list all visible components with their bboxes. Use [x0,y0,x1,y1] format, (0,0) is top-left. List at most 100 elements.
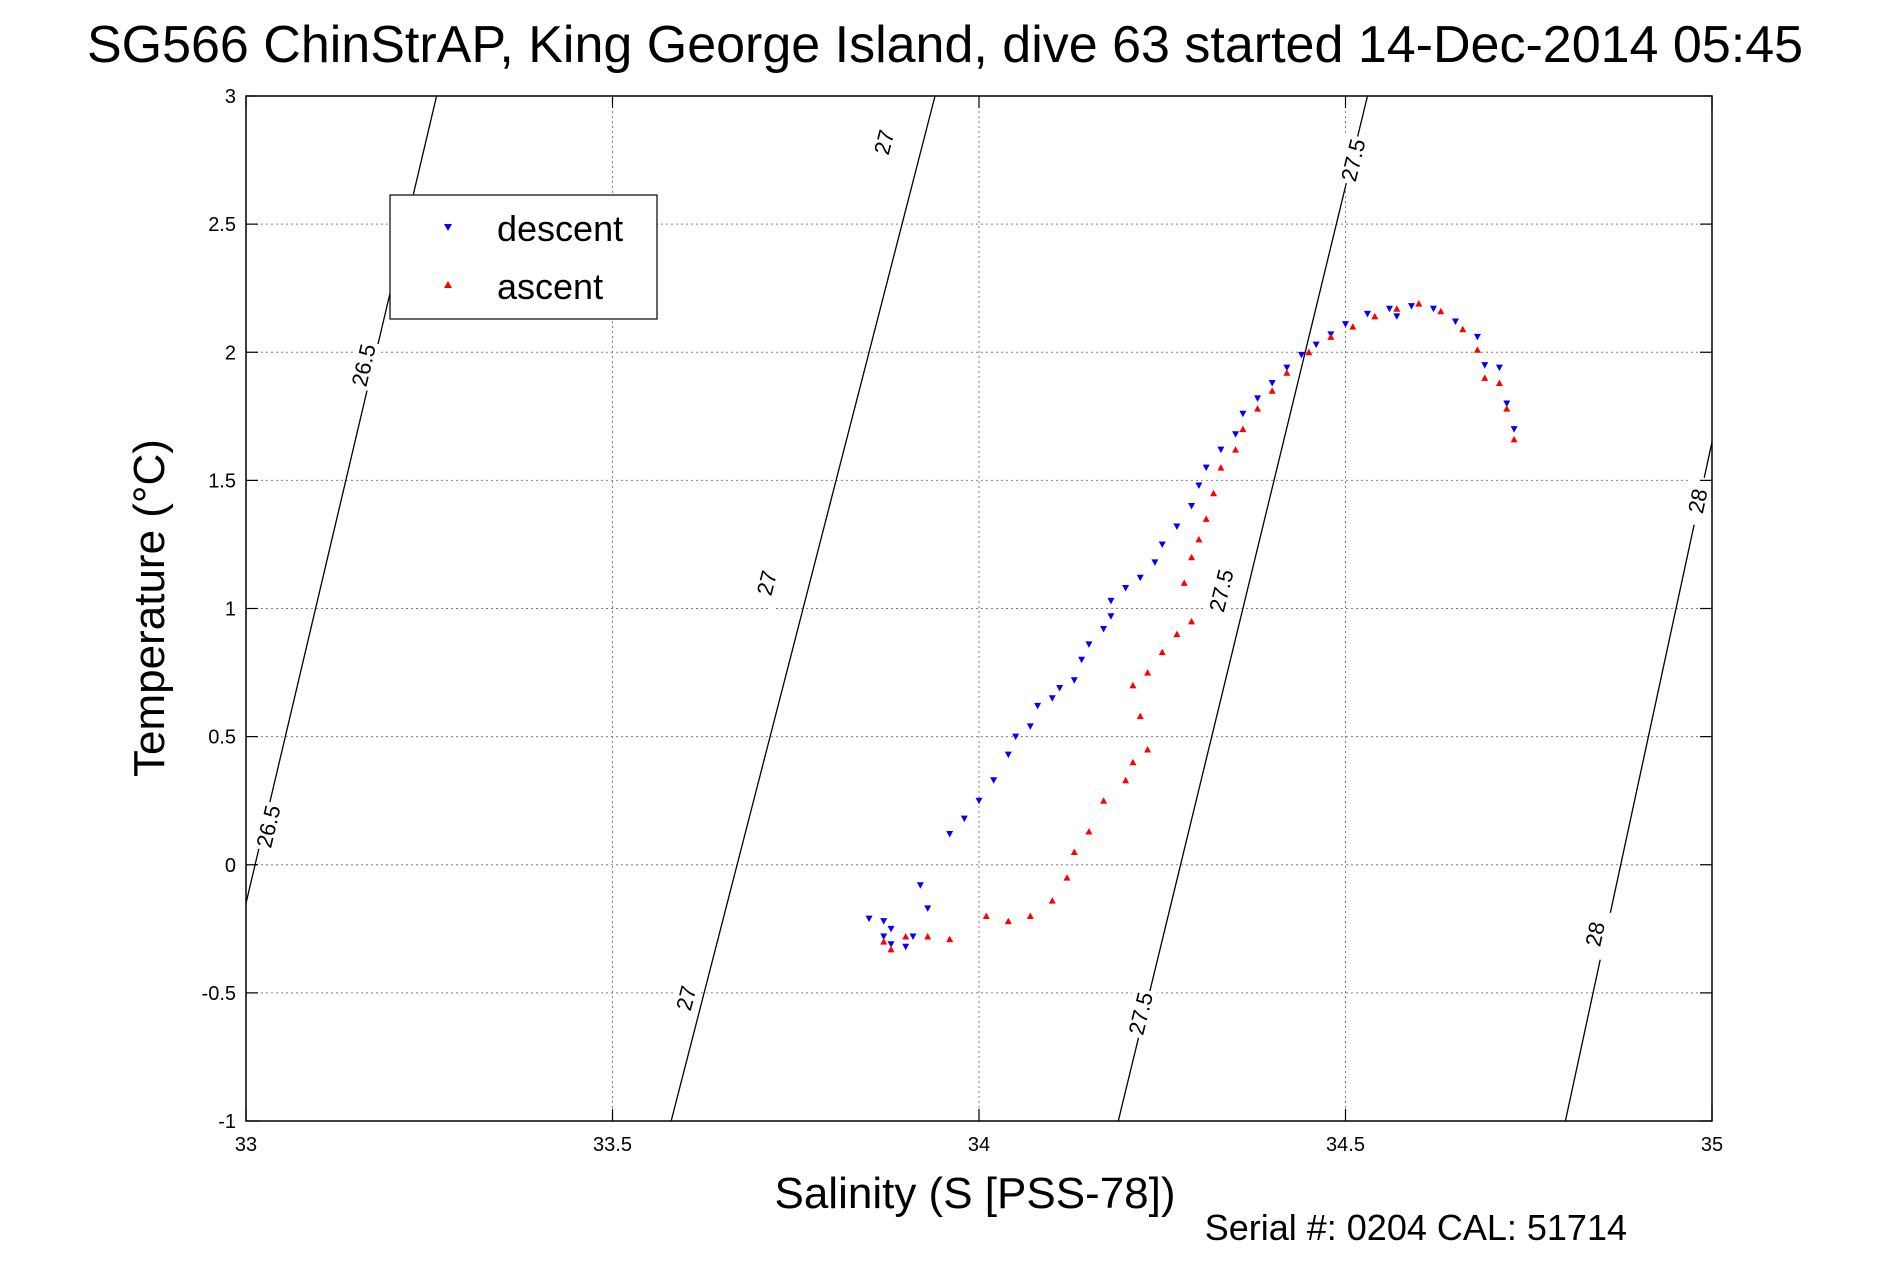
legend-descent-marker [444,224,452,231]
descent-point [1254,395,1262,402]
contour-label: 28 [1683,486,1713,515]
ascent-point [1217,464,1225,471]
descent-point [916,882,924,889]
contour-label: 26.5 [347,341,381,388]
descent-point [1012,733,1020,741]
contour-label-bg [249,799,287,853]
ascent-point [887,945,895,953]
x-tick-label: 34 [968,1134,990,1156]
ascent-point [1122,776,1130,784]
descent-point [887,925,895,933]
ascent-point [1510,435,1518,443]
descent-point [1026,723,1034,730]
chart-title: SG566 ChinStrAP, King George Island, div… [87,16,1803,74]
legend: descent ascent [389,194,658,320]
density-contour-line [1564,441,1712,1121]
ascent-point [982,912,990,919]
contour-label: 27.5 [1204,567,1238,615]
descent-point [880,933,888,940]
descent-point [1158,541,1166,548]
y-tick-label: -1 [218,1111,236,1133]
contour-label-bg [1202,564,1240,617]
ascent-point [1173,630,1181,638]
contour-label-bg [865,115,903,169]
legend-descent-label: descent [497,208,623,249]
descent-point [924,905,932,912]
x-tick-label: 33.5 [593,1134,632,1156]
y-tick-label: -0.5 [202,983,236,1005]
contour-label-bg [1121,986,1159,1040]
descent-point [1136,574,1144,582]
descent-point [1298,351,1306,359]
descent-point [990,777,998,784]
descent-point [975,797,983,805]
descent-point [1503,400,1511,407]
descent-point [1070,677,1078,684]
descent-point [1151,559,1159,566]
contour-label-bg [1679,474,1716,528]
x-tick-label: 33 [235,1134,257,1156]
y-tick-label: 3 [225,86,236,108]
ascent-point [1100,797,1108,804]
legend-ascent-marker [444,281,452,288]
descent-point [946,831,954,838]
ascent-point [1188,553,1196,561]
descent-point [1239,410,1247,418]
ascent-point [924,933,932,940]
ascent-point [1503,405,1511,412]
descent-point [1122,585,1130,592]
ascent-point [1393,305,1401,312]
y-ticks: -1 -0.5 0 0.5 1 1.5 2 2.5 3 [202,86,1712,1133]
contour-label-bg [667,971,705,1025]
ascent-point [1495,379,1503,386]
ascent-point [1004,917,1012,925]
descent-point [1048,695,1056,702]
descent-point [1481,362,1489,369]
ascent-point [1202,515,1210,522]
ascent-point [1232,446,1240,453]
x-axis-label: Salinity (S [PSS-78]) [774,1169,1175,1218]
ascent-point [1254,405,1262,412]
contour-label-bg [1334,133,1372,187]
descent-point [1510,426,1518,433]
contour-label-bg [1576,907,1613,961]
ascent-point [1144,745,1152,753]
ascent-point [1085,827,1093,835]
descent-point [1188,503,1196,510]
descent-point [1202,464,1210,472]
descent-point [1078,656,1086,664]
ascent-point [1026,912,1034,919]
descent-point [902,943,910,951]
descent-point [1407,303,1415,310]
descent-point [1232,431,1240,438]
serial-cal-note: Serial #: 0204 CAL: 51714 [1205,1207,1627,1248]
descent-point [1107,613,1115,620]
ascent-point [946,935,954,943]
descent-point [1385,305,1393,313]
y-tick-label: 2.5 [208,214,236,236]
ascent-point [1070,848,1078,855]
descent-point [1034,702,1042,710]
ascent-point [1158,648,1166,656]
ascent-point [1129,758,1137,766]
ascent-point [1136,712,1144,720]
y-tick-label: 1 [225,599,236,621]
contour-label-bg [345,338,382,392]
y-axis-label: Temperature (°C) [125,439,174,777]
contour-labels: 26.5 26.5 27 27 27 27.5 27.5 27.5 28 28 [249,115,1716,1040]
descent-point [1173,523,1181,530]
ascent-point [1305,348,1313,356]
x-tick-label: 34.5 [1326,1134,1365,1156]
contour-label: 27.5 [1124,990,1158,1038]
ascent-point [1349,323,1357,330]
descent-point [1217,446,1225,454]
ascent-point [1195,535,1203,543]
legend-ascent-label: ascent [497,266,603,307]
ascent-series [880,300,1518,953]
contour-label-bg [747,556,786,610]
ascent-point [1144,669,1152,676]
descent-point [1473,333,1481,341]
ascent-point [1188,617,1196,625]
ascent-point [1415,300,1423,307]
y-tick-label: 1.5 [208,470,236,492]
